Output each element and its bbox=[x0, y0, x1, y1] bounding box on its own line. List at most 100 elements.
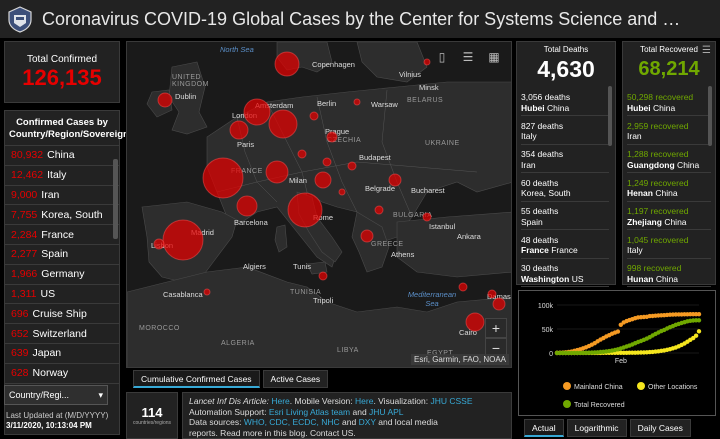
confirmed-row[interactable]: 696 Cruise Ship bbox=[5, 304, 119, 325]
dxy-link[interactable]: DXY bbox=[358, 417, 376, 427]
confirmed-row[interactable]: 9,000 Iran bbox=[5, 186, 119, 206]
tab-daily-cases[interactable]: Daily Cases bbox=[629, 419, 691, 437]
article-link[interactable]: Here bbox=[271, 396, 290, 406]
deaths-row[interactable]: 55 deaths Spain bbox=[521, 204, 609, 230]
deaths-row[interactable]: 30 deaths Washington US bbox=[521, 261, 609, 287]
map-label: Mediterranean Sea bbox=[407, 290, 457, 308]
country-region-dropdown[interactable]: Country/Regi... ▾ bbox=[4, 385, 108, 405]
map-view[interactable]: North Sea Copenhagen Vilnius Minsk BELAR… bbox=[126, 41, 512, 368]
map-label: Ankara bbox=[457, 232, 481, 241]
confirmed-row[interactable]: 80,932 China bbox=[5, 146, 119, 166]
deaths-row[interactable]: 354 deaths Iran bbox=[521, 147, 609, 173]
case-bubble bbox=[202, 157, 244, 199]
deaths-row[interactable]: 48 deaths France France bbox=[521, 233, 609, 259]
confirmed-row[interactable]: 2,284 France bbox=[5, 225, 119, 245]
recovered-count: 1,249 recovered bbox=[627, 177, 689, 188]
total-deaths-label: Total Deaths bbox=[543, 45, 589, 54]
visualization-link[interactable]: JHU CSSE bbox=[430, 396, 473, 406]
info-line: Data sources: WHO, CDC, ECDC, NHC and DX… bbox=[189, 417, 505, 428]
map-toolbar: ▯ ☰ ▦ bbox=[433, 48, 503, 66]
deaths-row[interactable]: 3,056 deaths Hubei China bbox=[521, 90, 609, 116]
chart-point[interactable] bbox=[615, 329, 621, 334]
confirmed-row[interactable]: 1,311 US bbox=[5, 285, 119, 305]
case-bubble bbox=[229, 120, 249, 140]
esri-link[interactable]: Esri Living Atlas team bbox=[268, 406, 351, 417]
recovered-scrollbar[interactable] bbox=[708, 86, 712, 146]
confirmed-row[interactable]: 7,755 Korea, South bbox=[5, 205, 119, 226]
deaths-row[interactable]: 827 deaths Italy bbox=[521, 119, 609, 145]
map-label: Algiers bbox=[243, 262, 266, 271]
recovered-row[interactable]: 50,298 recovered Hubei China bbox=[627, 90, 711, 116]
case-bubble bbox=[326, 131, 338, 143]
data-sources-link[interactable]: WHO, CDC, ECDC, NHC bbox=[243, 417, 340, 427]
total-recovered-value: 68,214 bbox=[638, 58, 700, 80]
chart-point[interactable] bbox=[696, 329, 702, 334]
confirmed-count: 9,000 bbox=[11, 188, 38, 201]
country-name: Italy bbox=[47, 169, 67, 182]
case-bubbles[interactable] bbox=[127, 42, 512, 368]
deaths-scrollbar[interactable] bbox=[608, 86, 612, 146]
recovered-row[interactable]: 1,197 recovered Zhejiang China bbox=[627, 204, 711, 230]
jhu-apl-link[interactable]: JHU APL bbox=[369, 406, 404, 417]
region-name: Hubei bbox=[627, 102, 651, 113]
chevron-down-icon: ▾ bbox=[98, 389, 103, 400]
chart-point[interactable] bbox=[618, 322, 623, 327]
country-name: Italy bbox=[521, 131, 537, 141]
total-deaths-panel: Total Deaths 4,630 3,056 deaths Hubei Chi… bbox=[516, 41, 616, 287]
countries-count-label: countries/regions bbox=[132, 420, 172, 426]
confirmed-count: 7,755 bbox=[11, 208, 38, 221]
map-label: BELARUS bbox=[407, 97, 444, 104]
region-name: France bbox=[521, 245, 549, 255]
confirmed-row[interactable]: 1,966 Germany bbox=[5, 265, 119, 285]
zoom-in-button[interactable]: + bbox=[485, 318, 507, 338]
map-label: Berlin bbox=[317, 99, 337, 108]
country-name: Iran bbox=[41, 188, 60, 201]
confirmed-row[interactable]: 639 Japan bbox=[5, 344, 119, 364]
confirmed-row[interactable]: 628 Norway bbox=[5, 364, 119, 384]
case-bubble bbox=[422, 212, 432, 222]
case-bubble bbox=[318, 271, 328, 281]
confirmed-row[interactable]: 2,277 Spain bbox=[5, 245, 119, 265]
chart-tabs: Actual Logarithmic Daily Cases bbox=[524, 419, 694, 437]
bookmark-icon[interactable]: ▯ bbox=[438, 50, 446, 64]
confirmed-list-scrollbar[interactable] bbox=[113, 159, 118, 239]
recovered-row[interactable]: 1,249 recovered Henan China bbox=[627, 176, 711, 202]
chart-point[interactable] bbox=[696, 318, 702, 323]
list-icon[interactable]: ☰ bbox=[462, 50, 474, 64]
case-bubble bbox=[265, 160, 289, 184]
region-name: Hunan bbox=[627, 273, 654, 284]
case-bubble bbox=[274, 51, 300, 77]
tab-actual[interactable]: Actual bbox=[524, 419, 564, 437]
menu-icon[interactable]: ☰ bbox=[702, 45, 711, 56]
recovered-row[interactable]: 998 recovered Hunan China bbox=[627, 261, 711, 287]
map-label: GREECE bbox=[371, 241, 404, 248]
map-label: UKRAINE bbox=[425, 140, 460, 147]
chart-point[interactable] bbox=[691, 335, 696, 341]
map-label: Paris bbox=[237, 140, 255, 149]
map-label: Athens bbox=[391, 250, 415, 259]
tab-logarithmic[interactable]: Logarithmic bbox=[566, 419, 627, 437]
map-label: BULGARIA bbox=[393, 212, 433, 219]
qr-code-icon[interactable]: ▦ bbox=[488, 50, 500, 64]
recovered-row[interactable]: 1,288 recovered Guangdong China bbox=[627, 147, 711, 173]
recovered-row[interactable]: 2,959 recovered Iran bbox=[627, 119, 711, 145]
region-name: Zhejiang bbox=[627, 216, 662, 227]
case-bubble bbox=[297, 149, 307, 159]
chart-point[interactable] bbox=[696, 312, 702, 317]
cases-chart[interactable]: 100k 50k 0 Feb Mainland China Other Locations… bbox=[518, 290, 716, 416]
mobile-version-link[interactable]: Here bbox=[355, 396, 374, 406]
confirmed-row[interactable]: 652 Switzerland bbox=[5, 324, 119, 344]
confirmed-row[interactable]: 12,462 Italy bbox=[5, 166, 119, 186]
chart-point[interactable] bbox=[693, 333, 699, 338]
map-label: Dublin bbox=[175, 92, 197, 101]
tab-cumulative-confirmed[interactable]: Cumulative Confirmed Cases bbox=[133, 370, 260, 388]
recovered-row[interactable]: 1,045 recovered Italy bbox=[627, 233, 711, 259]
case-bubble bbox=[314, 171, 332, 189]
dropdown-label: Country/Regi... bbox=[9, 390, 70, 400]
recovered-count: 998 recovered bbox=[627, 263, 682, 273]
confirmed-list-rows[interactable]: 80,932 China 12,462 Italy 9,000 Iran 7,755 Kore… bbox=[5, 146, 119, 384]
deaths-row[interactable]: 60 deaths Korea, South bbox=[521, 176, 609, 202]
tab-active-cases[interactable]: Active Cases bbox=[262, 370, 329, 388]
map-label: Istanbul bbox=[429, 222, 456, 231]
country-name: Korea, South bbox=[521, 188, 571, 198]
